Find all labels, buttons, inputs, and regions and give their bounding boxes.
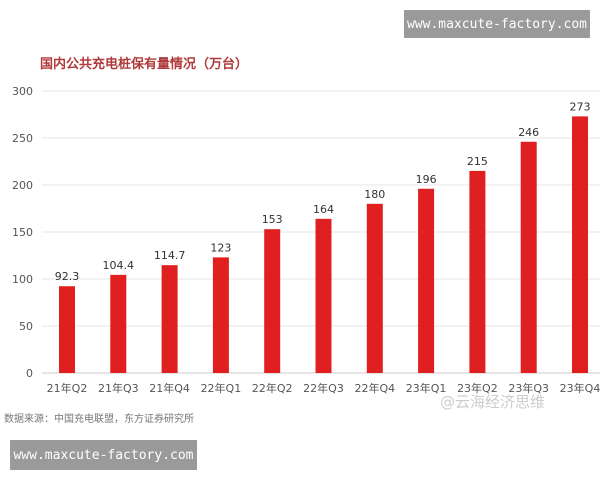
bar (110, 274, 127, 373)
data-label: 164 (313, 203, 334, 216)
watermark-corner: @云海经济思维 (440, 393, 546, 411)
bar (366, 203, 383, 373)
data-label: 153 (262, 213, 283, 226)
x-tick-label: 22年Q1 (201, 381, 242, 395)
data-label: 114.7 (154, 249, 186, 262)
data-label: 215 (467, 155, 488, 168)
bar (572, 116, 588, 373)
x-tick-label: 23年Q2 (457, 381, 498, 395)
y-tick-label: 250 (12, 132, 33, 145)
bar (212, 257, 229, 373)
y-tick-label: 200 (12, 179, 33, 192)
bar (59, 286, 75, 373)
data-label: 273 (570, 100, 591, 113)
x-tick-label: 23年Q4 (560, 381, 600, 395)
x-tick-label: 21年Q4 (149, 381, 190, 395)
chart-title: 国内公共充电桩保有量情况（万台） (40, 57, 249, 72)
x-tick-label: 23年Q1 (406, 381, 447, 395)
y-tick-label: 300 (12, 85, 33, 98)
y-tick-label: 150 (12, 226, 33, 239)
bar (161, 265, 178, 373)
watermark-bottom: www.maxcute-factory.com (10, 440, 197, 470)
bar (264, 229, 281, 373)
x-tick-label: 22年Q2 (252, 381, 293, 395)
x-tick-label: 21年Q3 (98, 381, 139, 395)
data-label: 92.3 (55, 270, 80, 283)
watermark-top: www.maxcute-factory.com (404, 10, 590, 38)
y-tick-label: 0 (26, 367, 33, 380)
y-tick-label: 100 (12, 273, 33, 286)
y-tick-label: 50 (19, 320, 33, 333)
bar (315, 218, 332, 373)
source-note: 数据来源：中国充电联盟，东方证券研究所 (4, 414, 194, 425)
x-tick-label: 21年Q2 (47, 381, 88, 395)
x-tick-label: 22年Q3 (303, 381, 344, 395)
data-label: 246 (518, 126, 539, 139)
data-label: 180 (364, 188, 385, 201)
bar (469, 170, 486, 373)
data-label: 104.4 (103, 259, 135, 272)
bar (418, 188, 435, 373)
x-tick-label: 23年Q3 (508, 381, 549, 395)
data-label: 196 (416, 173, 437, 186)
data-label: 123 (210, 241, 231, 254)
bar (520, 141, 537, 373)
x-tick-label: 22年Q4 (354, 381, 395, 395)
